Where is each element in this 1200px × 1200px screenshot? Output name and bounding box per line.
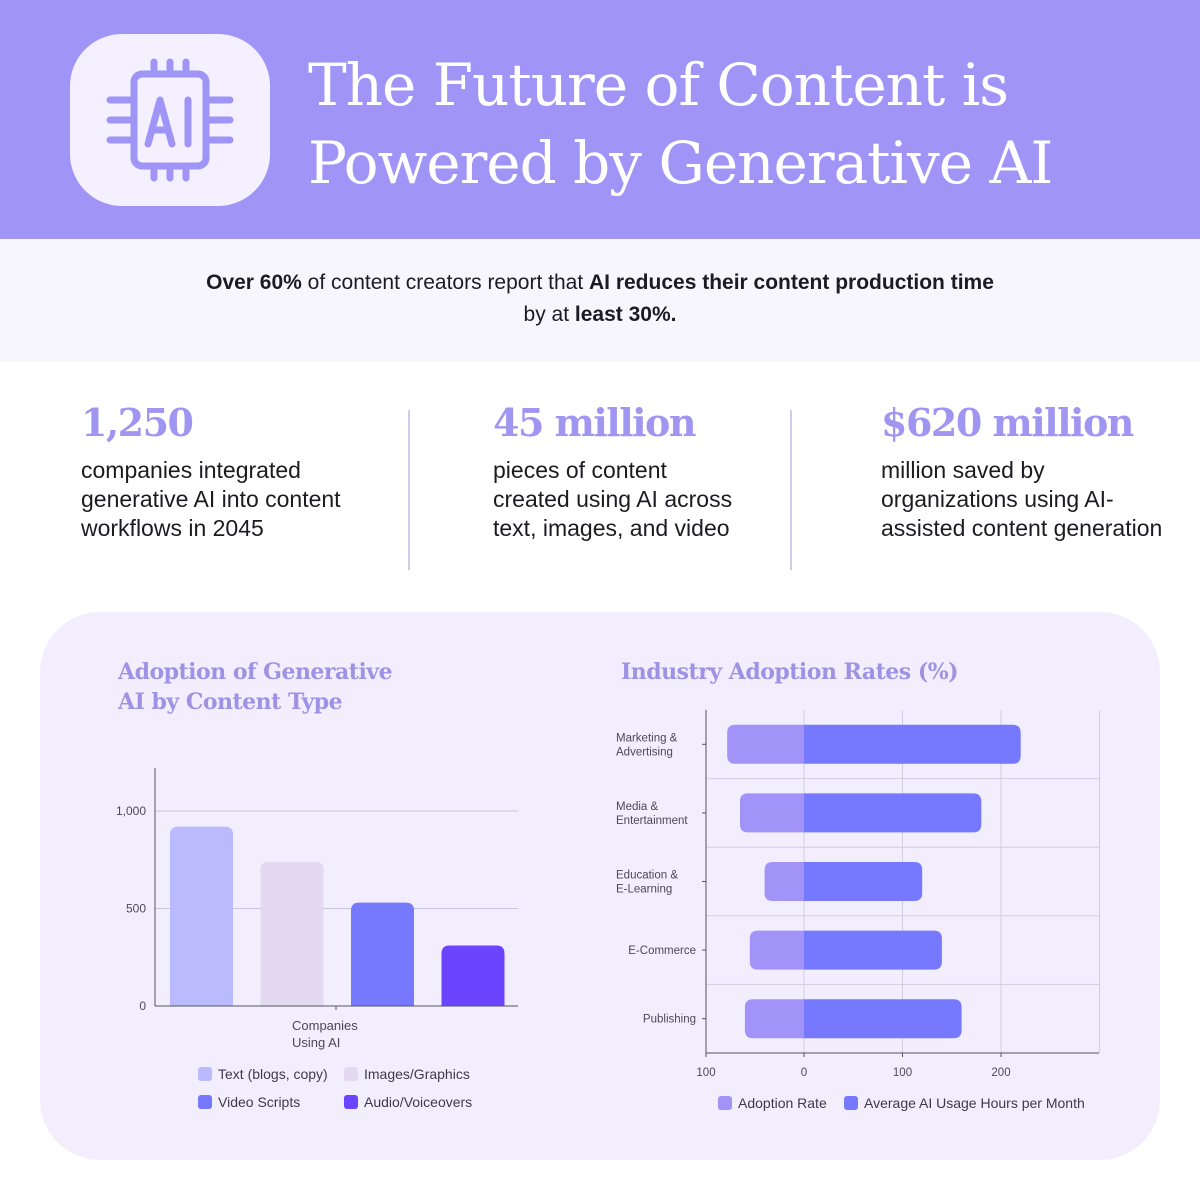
adoption-rate-bar <box>764 862 804 901</box>
adoption-rate-bar <box>739 793 804 833</box>
legend-label: Images/Graphics <box>364 1066 470 1082</box>
callout-text: Over 60% of content creators report that… <box>200 267 1000 331</box>
callout-bold-1: Over 60% <box>206 271 302 294</box>
legend-swatch <box>198 1095 212 1109</box>
stat-description: pieces of content created using AI acros… <box>493 457 733 541</box>
bar <box>170 826 233 1006</box>
legend-label: Adoption Rate <box>738 1095 827 1111</box>
adoption-rate-bar <box>744 999 804 1039</box>
legend-swatch <box>344 1067 358 1081</box>
legend-label: Average AI Usage Hours per Month <box>864 1095 1085 1111</box>
legend-label: Audio/Voiceovers <box>364 1094 473 1110</box>
x-tick-label: 200 <box>991 1067 1010 1079</box>
logo-badge <box>70 34 270 206</box>
stat-companies: 1,250 companies integrated generative AI… <box>81 398 351 543</box>
legend-item-adoption-rate: Adoption Rate <box>718 1095 827 1111</box>
stat-content-pieces: 45 million pieces of content created usi… <box>493 398 743 543</box>
legend-item-audio: Audio/Voiceovers <box>344 1094 472 1110</box>
bar <box>260 861 324 1006</box>
usage-hours-bar <box>804 724 1021 764</box>
stat-divider <box>408 410 410 570</box>
ai-chip-icon <box>106 58 234 182</box>
x-axis-label: Using AI <box>292 1035 340 1050</box>
stat-description: million saved by organizations using AI-… <box>881 457 1163 541</box>
y-tick-label: 1,000 <box>116 804 146 818</box>
category-label: Education & <box>616 870 678 882</box>
legend-item-video: Video Scripts <box>198 1094 300 1110</box>
category-label: Entertainment <box>616 815 688 827</box>
category-label: E-Commerce <box>628 945 696 957</box>
usage-hours-bar <box>804 999 962 1039</box>
x-tick-label: 0 <box>801 1067 807 1079</box>
category-label: Publishing <box>643 1014 696 1026</box>
title-line-1: The Future of Content is <box>308 51 1009 119</box>
callout-strip: Over 60% of content creators report that… <box>0 239 1200 362</box>
usage-hours-bar <box>804 862 923 901</box>
chart-title-content-type: Adoption of Generative AI by Content Typ… <box>118 659 393 715</box>
callout-text-4: by at <box>523 303 575 326</box>
x-tick-label: 100 <box>893 1067 912 1079</box>
callout-bold-3: AI reduces their content production time <box>589 271 994 294</box>
title-line-2: Powered by Generative AI <box>308 129 1053 197</box>
stat-value: 1,250 <box>81 400 194 445</box>
header-banner: The Future of Content is Powered by Gene… <box>0 0 1200 239</box>
legend-swatch <box>718 1096 732 1110</box>
adoption-rate-bar <box>727 724 804 764</box>
y-tick-label: 0 <box>139 999 146 1013</box>
stat-description: companies integrated generative AI into … <box>81 457 341 541</box>
bar <box>441 945 505 1006</box>
legend-label: Text (blogs, copy) <box>218 1066 328 1082</box>
stat-value: 45 million <box>493 400 697 445</box>
y-tick-label: 500 <box>126 902 146 916</box>
bar <box>351 902 414 1006</box>
legend-swatch <box>198 1067 212 1081</box>
page-title: The Future of Content is Powered by Gene… <box>308 46 1188 202</box>
legend-label: Video Scripts <box>218 1094 301 1110</box>
x-axis-label: Companies <box>292 1018 358 1033</box>
legend-item-usage-hours: Average AI Usage Hours per Month <box>844 1095 1085 1111</box>
legend-item-text: Text (blogs, copy) <box>198 1066 328 1082</box>
chart-title-industry: Industry Adoption Rates (%) <box>621 659 959 685</box>
category-label: Media & <box>616 801 659 813</box>
legend-swatch <box>344 1095 358 1109</box>
category-label: E-Learning <box>616 884 672 896</box>
usage-hours-bar <box>804 793 982 833</box>
adoption-rate-bar <box>749 930 804 970</box>
stat-divider <box>790 410 792 570</box>
usage-hours-bar <box>804 930 942 970</box>
legend-item-images: Images/Graphics <box>344 1066 470 1082</box>
stat-value: $620 million <box>881 400 1134 445</box>
x-tick-label: 100 <box>696 1067 715 1079</box>
callout-text-2: of content creators report that <box>301 271 589 294</box>
stat-savings: $620 million million saved by organizati… <box>881 398 1171 543</box>
category-label: Advertising <box>616 746 673 758</box>
category-label: Marketing & <box>616 732 678 744</box>
callout-bold-5: least 30%. <box>574 303 677 326</box>
legend-swatch <box>844 1096 858 1110</box>
